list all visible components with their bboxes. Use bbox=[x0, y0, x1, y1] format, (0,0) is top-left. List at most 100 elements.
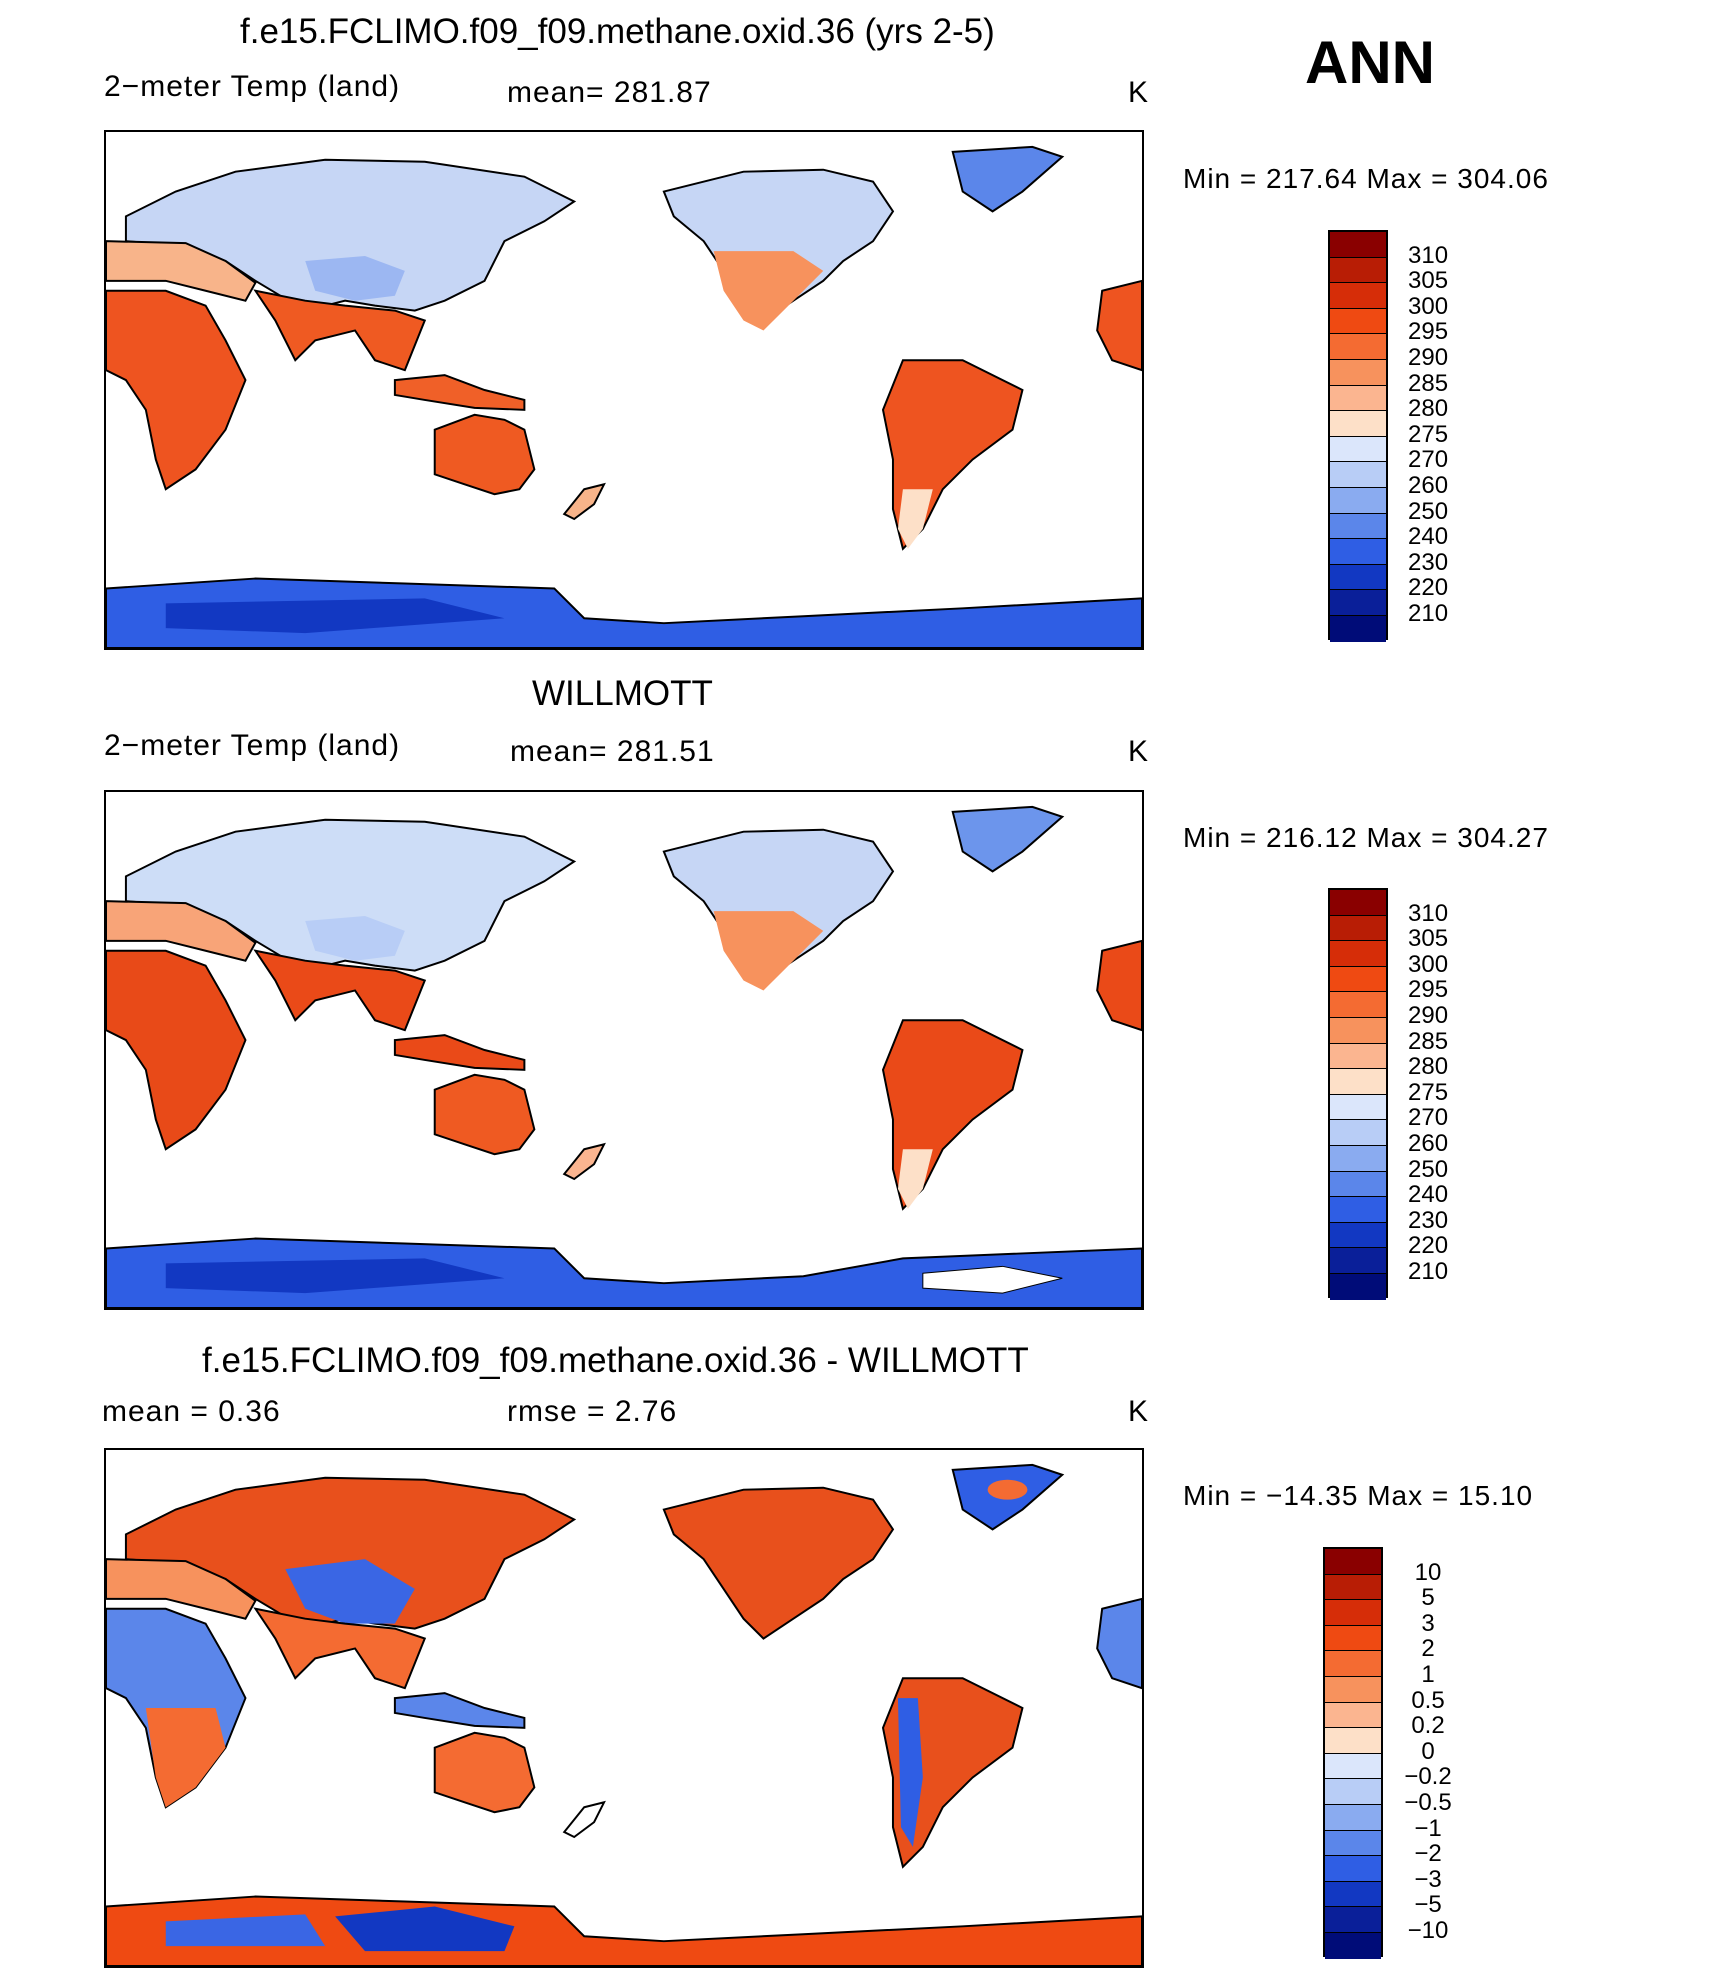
colorbar-box bbox=[1330, 941, 1386, 967]
colorbar-box bbox=[1330, 359, 1386, 386]
colorbar-box bbox=[1325, 1804, 1381, 1831]
landmass-patagonia bbox=[897, 489, 933, 549]
panel-1-map-svg bbox=[106, 145, 1142, 648]
landmass-australia bbox=[433, 1073, 536, 1156]
colorbar-tick-label: 2 bbox=[1421, 1635, 1435, 1663]
landmass-west-africa-edge bbox=[1096, 279, 1142, 372]
panel-1-variable-label: 2−meter Temp (land) bbox=[104, 70, 401, 103]
colorbar-box bbox=[1330, 308, 1386, 335]
landmass-africa bbox=[106, 949, 247, 1151]
landmass-europe-mideast-warm bbox=[106, 240, 257, 302]
colorbar-tick-label: 250 bbox=[1408, 497, 1449, 525]
colorbar-box bbox=[1330, 232, 1386, 258]
colorbar-tick-label: 270 bbox=[1408, 446, 1449, 474]
colorbar-box bbox=[1330, 590, 1386, 616]
colorbar-tick-label: 285 bbox=[1408, 1027, 1449, 1055]
landmass-antarctica-plateau bbox=[165, 1258, 505, 1294]
colorbar-box bbox=[1325, 1651, 1381, 1677]
colorbar-box bbox=[1330, 890, 1386, 916]
colorbar-tick-label: −5 bbox=[1414, 1891, 1442, 1919]
panel-2-minmax: Min = 216.12 Max = 304.27 bbox=[1183, 822, 1549, 853]
colorbar-tick-label: 240 bbox=[1408, 523, 1449, 551]
colorbar-tick-label: 240 bbox=[1408, 1181, 1449, 1209]
colorbar-tick-label: 275 bbox=[1408, 1078, 1449, 1106]
landmass-antarctica-plateau bbox=[165, 598, 505, 634]
panel-2-colorbar bbox=[1328, 888, 1388, 1300]
landmass-india-seasia bbox=[253, 1607, 427, 1690]
landmass-new-zealand bbox=[562, 482, 606, 521]
colorbar-tick-label: 210 bbox=[1408, 600, 1449, 627]
landmass-north-america bbox=[662, 1486, 895, 1640]
colorbar-box bbox=[1330, 1273, 1386, 1300]
colorbar-box bbox=[1330, 513, 1386, 540]
colorbar-box bbox=[1330, 1171, 1386, 1198]
colorbar-box bbox=[1330, 1222, 1386, 1249]
colorbar-tick-label: 295 bbox=[1408, 318, 1449, 346]
colorbar-tick-label: 0.5 bbox=[1411, 1686, 1445, 1714]
panel-2-variable-label: 2−meter Temp (land) bbox=[104, 729, 401, 762]
colorbar-box bbox=[1330, 487, 1386, 514]
landmass-tibet bbox=[305, 916, 405, 961]
landmass-tibet-cold-bias bbox=[285, 1559, 415, 1624]
landmass-india-seasia bbox=[253, 949, 427, 1032]
season-label: ANN bbox=[1305, 29, 1435, 96]
landmass-europe-mideast-warm bbox=[106, 900, 257, 962]
colorbar-box bbox=[1325, 1549, 1381, 1575]
colorbar-tick-label: 290 bbox=[1408, 1002, 1449, 1029]
colorbar-tick-label: 0.2 bbox=[1411, 1712, 1445, 1740]
landmass-greenland bbox=[951, 145, 1065, 213]
panel-2-map-svg bbox=[106, 805, 1142, 1308]
colorbar-box bbox=[1330, 1017, 1386, 1044]
landmass-tibet bbox=[305, 256, 405, 301]
colorbar-tick-label: −1 bbox=[1414, 1814, 1442, 1842]
landmass-north-america bbox=[662, 828, 895, 982]
landmass-west-africa-edge bbox=[1096, 939, 1142, 1032]
colorbar-tick-label: −10 bbox=[1407, 1917, 1449, 1944]
colorbar-box bbox=[1330, 411, 1386, 437]
landmass-southern-africa bbox=[145, 1708, 226, 1808]
landmass-indonesia bbox=[393, 374, 526, 411]
panel-1-mean-label: mean= 281.87 bbox=[507, 76, 712, 109]
colorbar-tick-label: 260 bbox=[1408, 472, 1449, 499]
landmass-ice-shelf bbox=[922, 1265, 1063, 1294]
colorbar-box bbox=[1330, 462, 1386, 488]
panel-3-rmse-label: rmse = 2.76 bbox=[507, 1395, 678, 1428]
colorbar-box bbox=[1325, 1702, 1381, 1729]
colorbar-tick-label: 285 bbox=[1408, 369, 1449, 397]
colorbar-box bbox=[1325, 1932, 1381, 1959]
landmass-africa bbox=[106, 289, 247, 491]
colorbar-tick-label: −3 bbox=[1414, 1865, 1442, 1893]
colorbar-box bbox=[1330, 436, 1386, 463]
colorbar-tick-label: 310 bbox=[1408, 899, 1449, 927]
landmass-new-zealand bbox=[562, 1800, 606, 1839]
colorbar-tick-label: 230 bbox=[1408, 548, 1449, 576]
panel-2-mean-label: mean= 281.51 bbox=[510, 735, 715, 768]
panel-3-colorbar bbox=[1323, 1547, 1383, 1959]
colorbar-box bbox=[1330, 966, 1386, 993]
greenland-warm-spot bbox=[987, 1479, 1028, 1500]
landmass-west-africa-edge bbox=[1096, 1597, 1142, 1690]
landmass-europe-mideast bbox=[106, 1558, 257, 1620]
landmass-india-seasia bbox=[253, 289, 427, 372]
panel-3-title: f.e15.FCLIMO.f09_f09.methane.oxid.36 - W… bbox=[202, 1341, 1029, 1380]
panel-1-minmax: Min = 217.64 Max = 304.06 bbox=[1183, 163, 1549, 194]
colorbar-box bbox=[1330, 915, 1386, 942]
colorbar-tick-label: 230 bbox=[1408, 1206, 1449, 1234]
panel-1-colorbar bbox=[1328, 230, 1388, 642]
landmass-australia bbox=[433, 413, 536, 496]
colorbar-box bbox=[1325, 1625, 1381, 1652]
colorbar-box bbox=[1330, 1145, 1386, 1172]
landmass-new-zealand bbox=[562, 1142, 606, 1181]
landmass-indonesia bbox=[393, 1692, 526, 1729]
colorbar-tick-label: 3 bbox=[1421, 1609, 1435, 1637]
colorbar-tick-label: 310 bbox=[1408, 241, 1449, 269]
panel-3-unit-label: K bbox=[1128, 1395, 1150, 1428]
panel-2-unit-label: K bbox=[1128, 735, 1150, 768]
landmass-antarctica-cold-bias bbox=[335, 1906, 515, 1952]
panel-3-minmax: Min = −14.35 Max = 15.10 bbox=[1183, 1480, 1534, 1511]
colorbar-tick-label: 305 bbox=[1408, 267, 1449, 295]
panel-1-map bbox=[104, 130, 1144, 650]
colorbar-tick-label: 0 bbox=[1421, 1737, 1435, 1765]
colorbar-box bbox=[1330, 1248, 1386, 1274]
landmass-north-america bbox=[662, 168, 895, 322]
